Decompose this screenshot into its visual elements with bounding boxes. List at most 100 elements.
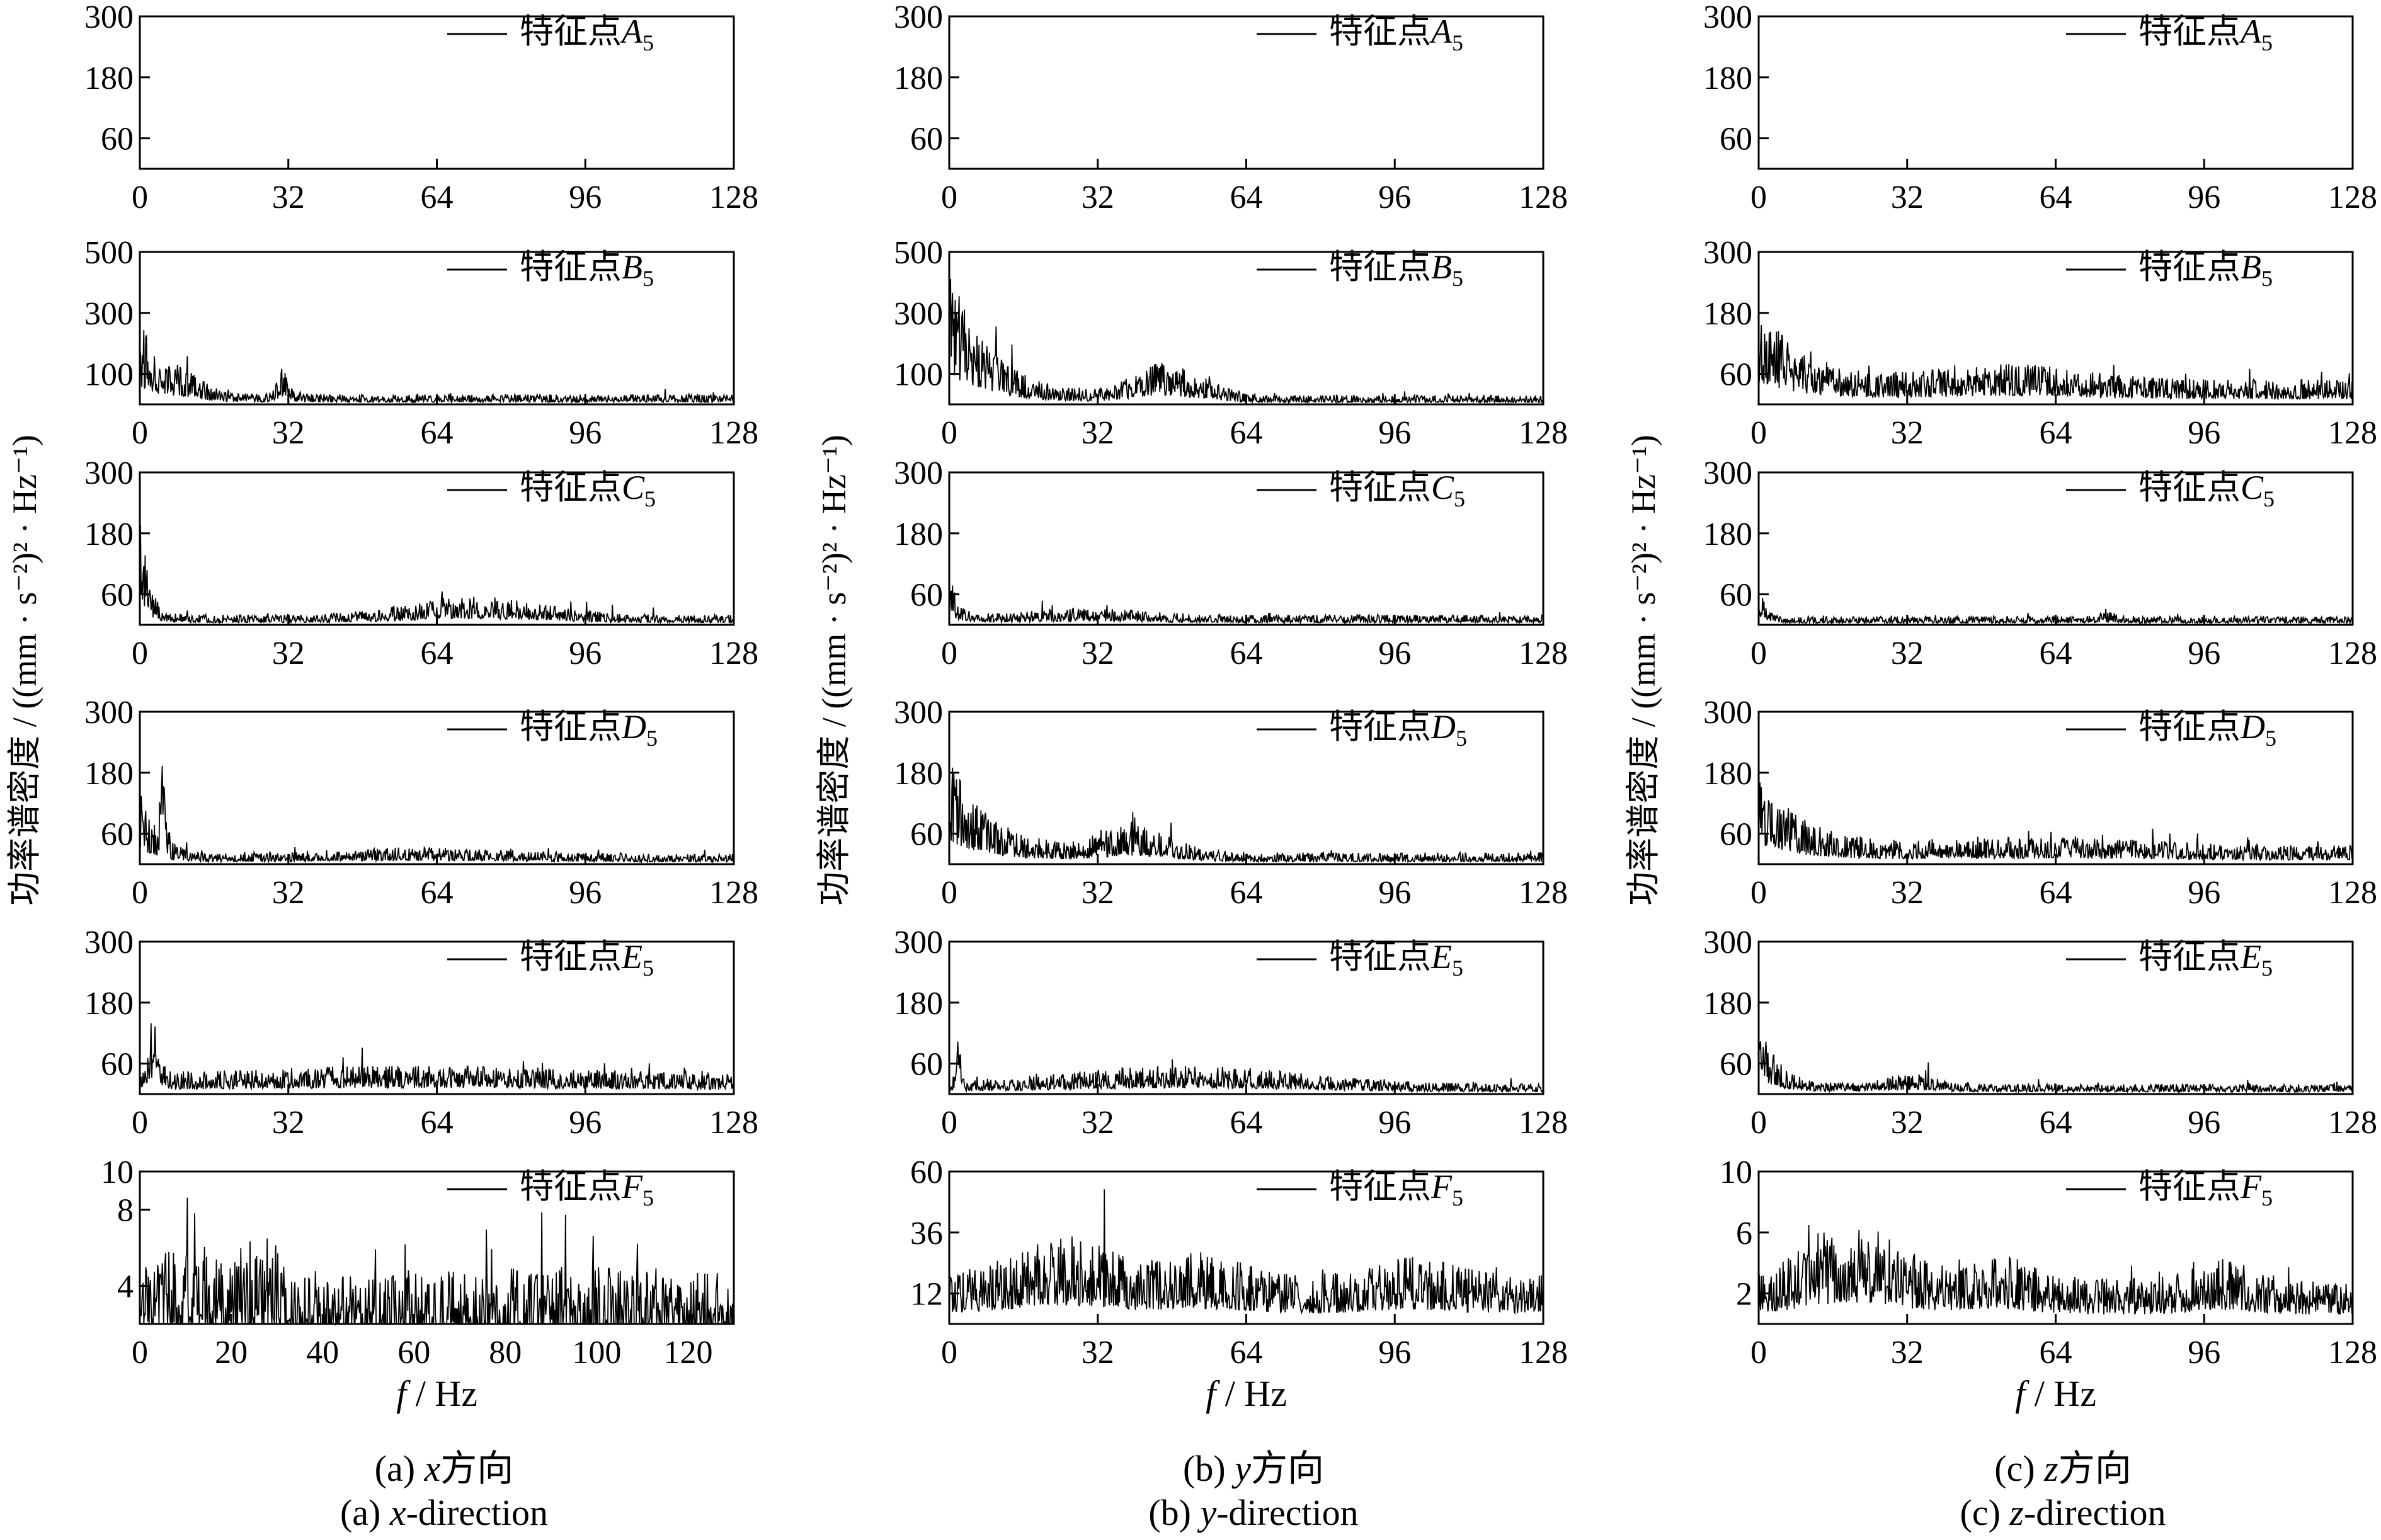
x-tick-label: 32	[272, 875, 305, 911]
series-line-x-C	[139, 525, 734, 625]
legend-label: 特征点C5	[520, 469, 656, 511]
x-tick-label: 64	[1230, 636, 1263, 671]
y-tick-label: 300	[1703, 235, 1752, 271]
x-tick-label: 0	[1750, 636, 1767, 671]
y-tick-label: 180	[84, 986, 134, 1022]
legend-label: 特征点D5	[1329, 708, 1467, 751]
legend-label: 特征点E5	[520, 938, 654, 981]
y-tick-label: 60	[910, 578, 943, 613]
x-tick-label: 0	[941, 415, 957, 451]
y-tick-label: 300	[894, 925, 943, 961]
x-tick-label: 128	[2328, 180, 2377, 215]
y-tick-label: 300	[894, 455, 943, 491]
series-line-x-F	[139, 1197, 734, 1326]
y-tick-label: 300	[1703, 0, 1752, 35]
x-tick-label: 0	[941, 180, 957, 215]
x-tick-label: 20	[215, 1335, 248, 1371]
y-tick-label: 180	[84, 60, 134, 96]
x-tick-label: 0	[1750, 1335, 1767, 1371]
x-tick-label: 96	[569, 636, 602, 671]
x-tick-label: 96	[569, 415, 602, 451]
x-tick-label: 128	[2328, 636, 2377, 671]
y-tick-label: 180	[1703, 516, 1752, 552]
legend-label: 特征点C5	[2138, 469, 2275, 511]
x-tick-label: 32	[272, 636, 305, 671]
x-tick-label: 0	[132, 1335, 148, 1371]
series-line-y-D	[949, 767, 1544, 864]
series-line-y-B	[949, 278, 1544, 405]
x-tick-label: 128	[2328, 1335, 2377, 1371]
y-axis-label-1: 功率谱密度 / ((mm · s⁻²)² · Hz⁻¹)	[815, 435, 853, 905]
series-line-x-E	[139, 1023, 734, 1092]
x-tick-label: 96	[2188, 180, 2220, 215]
y-tick-label: 300	[84, 455, 134, 491]
x-tick-label: 128	[1519, 1335, 1568, 1371]
y-tick-label: 60	[1720, 357, 1752, 393]
x-tick-label: 0	[941, 1105, 957, 1141]
x-tick-label: 96	[1378, 180, 1411, 215]
y-axis-label-0: 功率谱密度 / ((mm · s⁻²)² · Hz⁻¹)	[6, 435, 43, 905]
y-tick-label: 300	[1703, 455, 1752, 491]
x-tick-label: 96	[1378, 1335, 1411, 1371]
legend-label: 特征点A5	[1329, 13, 1463, 55]
x-tick-label: 128	[709, 415, 758, 451]
y-tick-label: 300	[1703, 925, 1752, 961]
y-tick-label: 180	[84, 756, 134, 792]
x-tick-label: 32	[272, 180, 305, 215]
x-tick-label: 64	[1230, 1335, 1263, 1371]
x-tick-label: 96	[569, 875, 602, 911]
y-tick-label: 60	[1720, 578, 1752, 613]
series-line-z-D	[1758, 782, 2353, 862]
series-line-z-C	[1758, 598, 2353, 625]
x-tick-label: 0	[132, 875, 148, 911]
legend-label: 特征点A5	[520, 13, 654, 55]
x-tick-label: 32	[1891, 875, 1924, 911]
x-tick-label: 64	[421, 636, 454, 671]
x-tick-label: 96	[2188, 636, 2220, 671]
legend-label: 特征点B5	[2138, 248, 2273, 291]
y-tick-label: 60	[101, 578, 134, 613]
x-tick-label: 128	[709, 1105, 758, 1141]
x-tick-label: 96	[2188, 1335, 2220, 1371]
x-tick-label: 96	[1378, 415, 1411, 451]
x-tick-label: 96	[1378, 1105, 1411, 1141]
y-tick-label: 180	[894, 516, 943, 552]
x-tick-label: 128	[2328, 415, 2377, 451]
y-tick-label: 180	[1703, 756, 1752, 792]
x-tick-label: 64	[1230, 875, 1263, 911]
x-tick-label: 128	[2328, 1105, 2377, 1141]
legend-label: 特征点A5	[2138, 13, 2273, 55]
y-tick-label: 100	[894, 357, 943, 393]
x-tick-label: 32	[1891, 636, 1924, 671]
y-tick-label: 6	[1736, 1216, 1752, 1252]
y-tick-label: 60	[910, 1047, 943, 1083]
x-tick-label: 96	[569, 180, 602, 215]
y-tick-label: 100	[84, 357, 134, 393]
x-tick-label: 128	[1519, 415, 1568, 451]
x-tick-label: 32	[272, 1105, 305, 1141]
y-tick-label: 500	[894, 235, 943, 271]
y-tick-label: 60	[101, 817, 134, 853]
legend-label: 特征点E5	[2138, 938, 2273, 981]
x-tick-label: 64	[421, 180, 454, 215]
y-tick-label: 8	[117, 1193, 134, 1229]
x-tick-label: 0	[132, 636, 148, 671]
y-tick-label: 180	[894, 986, 943, 1022]
y-tick-label: 180	[1703, 986, 1752, 1022]
y-tick-label: 500	[84, 235, 134, 271]
legend-label: 特征点F5	[2138, 1168, 2273, 1211]
y-tick-label: 180	[894, 756, 943, 792]
x-tick-label: 0	[1750, 1105, 1767, 1141]
legend-label: 特征点B5	[1329, 248, 1463, 291]
series-line-z-E	[1758, 1041, 2353, 1094]
y-tick-label: 300	[894, 0, 943, 35]
y-tick-label: 60	[910, 817, 943, 853]
x-tick-label: 120	[663, 1335, 712, 1371]
x-tick-label: 128	[1519, 636, 1568, 671]
y-tick-label: 180	[84, 516, 134, 552]
legend-label: 特征点F5	[1329, 1168, 1463, 1211]
x-tick-label: 96	[569, 1105, 602, 1141]
legend-label: 特征点C5	[1329, 469, 1465, 511]
x-tick-label: 64	[1230, 180, 1263, 215]
x-tick-label: 0	[132, 180, 148, 215]
